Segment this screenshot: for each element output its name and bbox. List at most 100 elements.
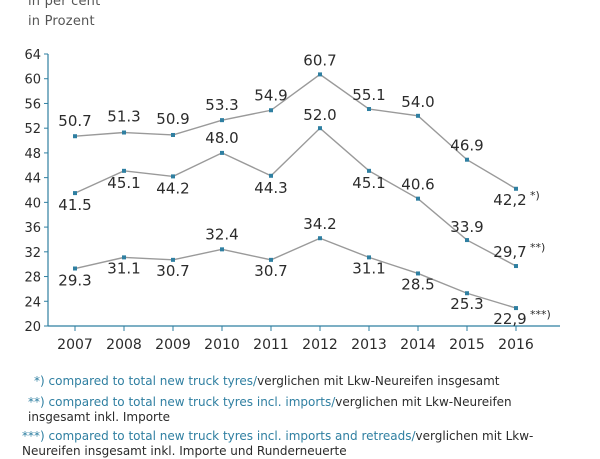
footnote-2-text-de: verglichen mit Lkw-Neureifen insgesamt i… [28,395,512,424]
footnote-1: *) compared to total new truck tyres/ver… [34,374,499,389]
series-3-label-2013: 31.1 [352,259,385,277]
y-tick-label-36: 36 [24,221,41,236]
series-2-label-2014: 40.6 [401,176,434,194]
series-3-point-2007 [73,266,77,271]
series-3-point-2016 [514,306,518,311]
y-tick-label-56: 56 [24,97,41,112]
y-tick-label-48: 48 [24,147,41,162]
series-3-point-2010 [220,247,224,252]
series-1-point-2008 [122,130,126,135]
series-2-label-2011: 44.3 [254,179,287,197]
series-2-label-2010: 48.0 [205,129,238,147]
series-3-label-2009: 30.7 [156,262,189,280]
series-2-label-2009: 44.2 [156,179,189,197]
series-2-point-2015 [465,238,469,243]
x-tick-label-2012: 2012 [302,337,338,353]
unit-label-en: in per cent [28,0,101,9]
series-1-end-marker: *) [530,189,540,202]
series-1-label-2013: 55.1 [352,86,385,104]
series-2-label-2012: 52.0 [303,106,336,124]
footnote-3-mark: ***) [22,429,45,443]
y-tick-label-40: 40 [24,196,41,211]
series-1-label-2007: 50.7 [58,112,91,130]
series-3-label-2011: 30.7 [254,262,287,280]
series-2-line [74,127,517,267]
series-1-point-2013 [367,107,371,112]
footnote-3-text-en: compared to total new truck tyres incl. … [48,429,416,443]
series-1-point-2011 [269,108,273,113]
series-2-point-2008 [122,168,126,173]
series-1-label-2012: 60.7 [303,51,336,69]
footnote-2-mark: **) [28,395,45,409]
x-tick-label-2011: 2011 [253,337,289,353]
y-tick-label-32: 32 [24,246,41,261]
series-2-point-2014 [416,196,420,201]
series-3-point-2008 [122,255,126,260]
series-2-label-2008: 45.1 [107,174,140,192]
series-3-point-2013 [367,255,371,260]
series-2-point-2007 [73,191,77,196]
series-2-end-marker: **) [530,241,545,254]
unit-label-de: in Prozent [28,14,95,29]
footnote-1-text-en: compared to total new truck tyres/ [48,374,258,388]
series-3-label-2014: 28.5 [401,275,434,293]
series-3-point-2014 [416,271,420,276]
series-1-point-2014 [416,113,420,118]
series-1-label-2009: 50.9 [156,110,189,128]
series-1-point-2010 [220,118,224,123]
y-tick-label-20: 20 [24,320,41,335]
series-3-point-2011 [269,257,273,262]
series-1-label-2008: 51.3 [107,108,140,126]
x-tick-label-2008: 2008 [106,337,142,353]
series-2-point-2016 [514,264,518,269]
series-2-label-2007: 41.5 [58,196,91,214]
series-1-label-2015: 46.9 [450,137,483,155]
series-1-label-2016: 42,2 [493,191,526,209]
y-tick-label-60: 60 [24,73,41,88]
footnote-2-text-en: compared to total new truck tyres incl. … [48,395,336,409]
series-1-label-2014: 54.0 [401,93,434,111]
series-2-point-2011 [269,173,273,178]
y-tick-label-52: 52 [24,122,41,137]
footnote-1-text-de: verglichen mit Lkw-Neureifen insgesamt [257,374,500,388]
series-3-label-2010: 32.4 [205,225,238,243]
y-tick-label-24: 24 [24,295,41,310]
x-tick-label-2014: 2014 [400,337,436,353]
series-1-point-2009 [171,132,175,137]
x-tick-label-2013: 2013 [351,337,387,353]
series-3-point-2015 [465,291,469,296]
x-tick-label-2010: 2010 [204,337,240,353]
series-2-label-2016: 29,7 [493,243,526,261]
series-1-line [74,73,517,190]
series-2-label-2013: 45.1 [352,174,385,192]
series-3-label-2008: 31.1 [107,259,140,277]
series-1-label-2010: 53.3 [205,96,238,114]
series-3-end-marker: ***) [530,308,551,321]
series-3-label-2015: 25.3 [450,295,483,313]
x-tick-label-2007: 2007 [57,337,93,353]
footnote-3: ***) compared to total new truck tyres i… [22,429,582,459]
series-3-line [74,237,517,309]
series-3-label-2012: 34.2 [303,215,336,233]
y-tick-label-64: 64 [24,48,41,63]
series-2-point-2009 [171,174,175,179]
x-tick-label-2015: 2015 [449,337,485,353]
series-3-label-2007: 29.3 [58,272,91,290]
series-3-point-2009 [171,257,175,262]
series-1-label-2011: 54.9 [254,86,287,104]
series-3-point-2012 [318,236,322,241]
series-1-point-2012 [318,72,322,77]
series-2-point-2013 [367,168,371,173]
series-2-label-2015: 33.9 [450,218,483,236]
x-tick-label-2009: 2009 [155,337,191,353]
y-tick-label-28: 28 [24,271,41,286]
footnote-1-mark: *) [34,374,45,388]
series-2-point-2012 [318,126,322,131]
series-2-point-2010 [220,150,224,155]
x-tick-label-2016: 2016 [498,337,534,353]
series-3-label-2016: 22,9 [493,310,526,328]
y-tick-label-44: 44 [24,172,41,187]
series-1-point-2016 [514,186,518,191]
series-1-point-2015 [465,157,469,162]
footnote-2: **) compared to total new truck tyres in… [28,395,568,425]
